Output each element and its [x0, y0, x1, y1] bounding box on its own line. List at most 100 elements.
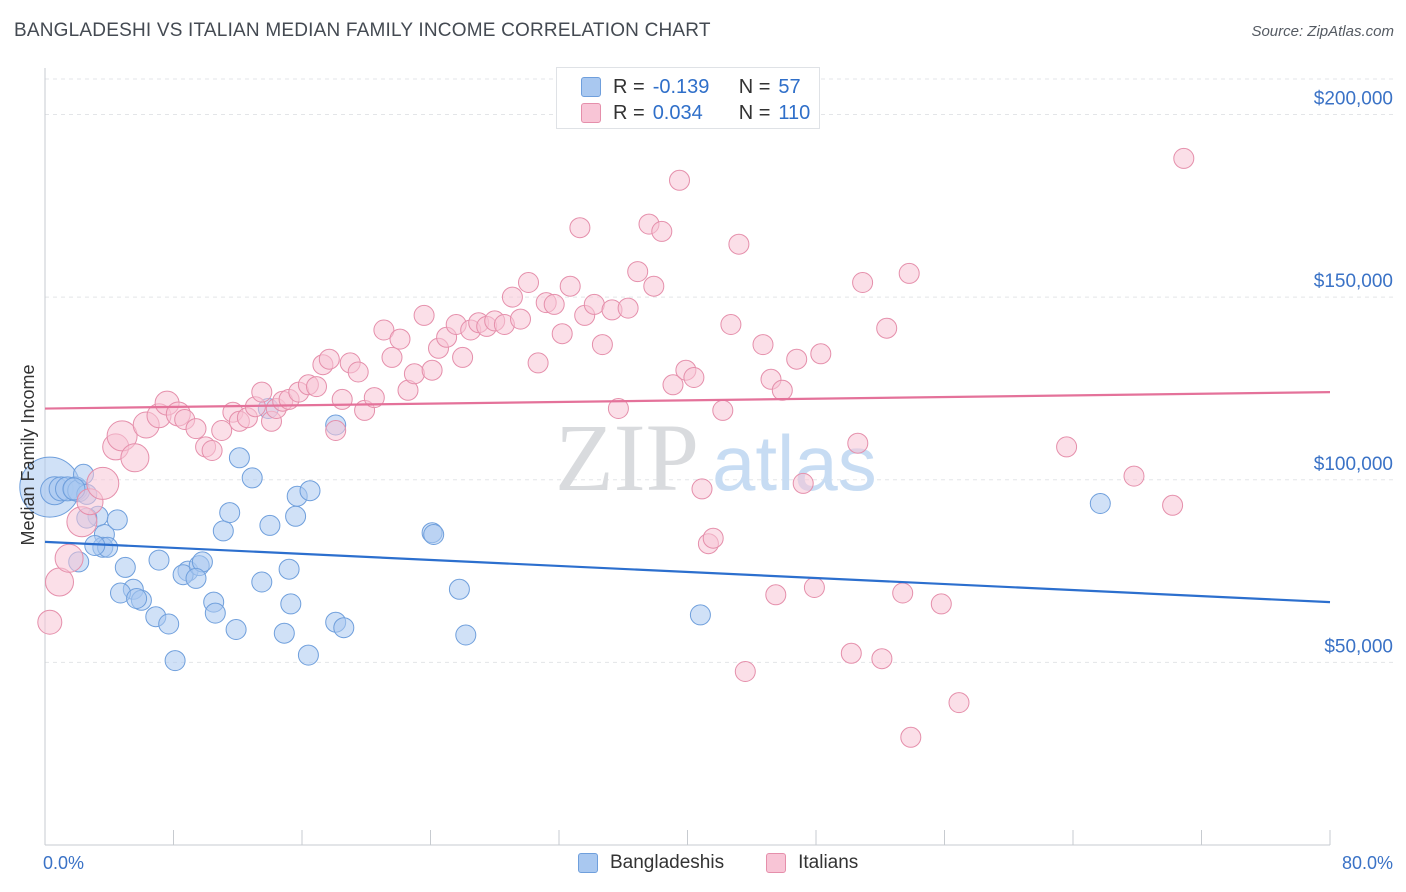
- data-point-italians: [669, 169, 690, 191]
- series-italians: [37, 147, 1195, 748]
- data-point-italians: [551, 323, 573, 345]
- watermark: ZIP atlas: [555, 404, 877, 511]
- legend-item-italians[interactable]: Italians: [766, 852, 858, 874]
- data-point-bangladeshis: [448, 578, 470, 600]
- data-point-italians: [120, 443, 150, 473]
- data-point-bangladeshis: [228, 447, 250, 469]
- data-point-italians: [373, 319, 395, 341]
- data-point-bangladeshis: [185, 567, 207, 589]
- data-point-italians: [201, 440, 223, 461]
- data-point-italians: [617, 297, 639, 319]
- legend-n-value: 110: [778, 101, 811, 124]
- data-point-italians: [501, 286, 523, 308]
- data-point-italians: [892, 582, 914, 604]
- data-point-italians: [900, 726, 922, 748]
- gridlines: [45, 78, 1394, 663]
- data-point-italians: [702, 527, 724, 549]
- data-point-italians: [1162, 494, 1184, 516]
- data-point-italians: [347, 361, 369, 383]
- data-point-italians: [852, 272, 874, 293]
- data-point-italians: [876, 317, 898, 339]
- data-point-italians: [765, 584, 787, 606]
- x-tick-label: 0.0%: [43, 853, 84, 873]
- data-point-italians: [403, 363, 425, 385]
- legend-swatch-bangladeshis: [578, 853, 598, 873]
- data-point-italians: [510, 308, 531, 330]
- data-point-italians: [662, 374, 684, 396]
- y-tick-label: $200,000: [1314, 89, 1393, 110]
- data-point-italians: [607, 398, 629, 419]
- axis-labels: $50,000 $100,000 $150,000 $200,000 0.0% 80.0%…: [18, 89, 1393, 873]
- data-point-italians: [734, 661, 756, 682]
- legend-item-bangladeshis[interactable]: Bangladeshis: [578, 852, 724, 874]
- data-point-italians: [543, 293, 565, 315]
- legend-r-value: -0.139: [652, 75, 710, 98]
- data-point-italians: [569, 217, 591, 239]
- data-point-italians: [413, 304, 435, 326]
- y-tick-label: $150,000: [1314, 271, 1393, 292]
- data-point-bangladeshis: [423, 524, 445, 545]
- data-point-bangladeshis: [273, 622, 295, 644]
- correlation-legend: R = -0.139 N = 57 R = 0.034 N = 110: [556, 67, 820, 129]
- data-point-italians: [840, 642, 862, 664]
- data-point-italians: [1173, 147, 1195, 169]
- data-point-italians: [898, 262, 920, 284]
- data-point-italians: [86, 466, 120, 500]
- data-point-italians: [185, 418, 207, 440]
- y-tick-label: $100,000: [1314, 454, 1393, 475]
- data-point-bangladeshis: [114, 556, 136, 578]
- data-point-bangladeshis: [333, 617, 355, 639]
- data-point-italians: [363, 387, 385, 409]
- data-point-italians: [683, 367, 705, 388]
- data-point-bangladeshis: [251, 571, 273, 593]
- data-point-bangladeshis: [158, 613, 180, 635]
- trend-line-bangladeshis: [44, 540, 1331, 604]
- legend-swatch-italians: [581, 103, 601, 123]
- data-point-bangladeshis: [219, 502, 241, 524]
- data-point-italians: [691, 478, 713, 500]
- watermark-zip: ZIP: [555, 404, 699, 511]
- data-point-italians: [792, 472, 814, 494]
- data-point-italians: [627, 261, 649, 283]
- data-point-bangladeshis: [106, 509, 128, 531]
- data-point-italians: [381, 346, 403, 368]
- data-point-italians: [306, 376, 327, 398]
- data-point-bangladeshis: [285, 505, 307, 527]
- legend-swatch-italians: [766, 853, 787, 873]
- data-point-italians: [527, 352, 549, 374]
- watermark-atlas: atlas: [712, 419, 877, 507]
- data-point-italians: [720, 314, 742, 335]
- legend-label-italians: Italians: [798, 852, 859, 873]
- data-point-bangladeshis: [278, 558, 300, 580]
- data-point-bangladeshis: [455, 624, 477, 646]
- data-point-italians: [37, 609, 63, 635]
- trend-lines: [44, 391, 1331, 604]
- data-point-bangladeshis: [297, 644, 319, 666]
- data-point-italians: [591, 334, 613, 356]
- data-point-italians: [389, 328, 411, 350]
- data-point-italians: [106, 420, 138, 452]
- data-point-italians: [810, 343, 832, 365]
- data-point-italians: [643, 275, 665, 297]
- trend-line-italians: [44, 391, 1331, 410]
- data-point-italians: [54, 543, 84, 573]
- data-point-bangladeshis: [164, 650, 186, 672]
- data-point-italians: [948, 692, 970, 714]
- series-legend: Bangladeshis Italians: [578, 852, 900, 874]
- x-tick-label: 80.0%: [1342, 853, 1393, 873]
- legend-n-value: 57: [778, 75, 801, 98]
- data-point-bangladeshis: [204, 602, 226, 624]
- data-point-bangladeshis: [241, 467, 263, 489]
- data-point-italians: [786, 348, 808, 370]
- data-point-italians: [452, 346, 474, 368]
- data-point-italians: [251, 381, 273, 403]
- legend-row-bangladeshis: R = -0.139 N = 57: [581, 75, 801, 99]
- legend-r-value: 0.034: [652, 101, 703, 124]
- data-point-bangladeshis: [689, 604, 711, 626]
- data-point-italians: [752, 334, 774, 356]
- data-point-bangladeshis: [259, 514, 281, 536]
- legend-swatch-bangladeshis: [581, 77, 601, 97]
- axes: [44, 68, 1331, 846]
